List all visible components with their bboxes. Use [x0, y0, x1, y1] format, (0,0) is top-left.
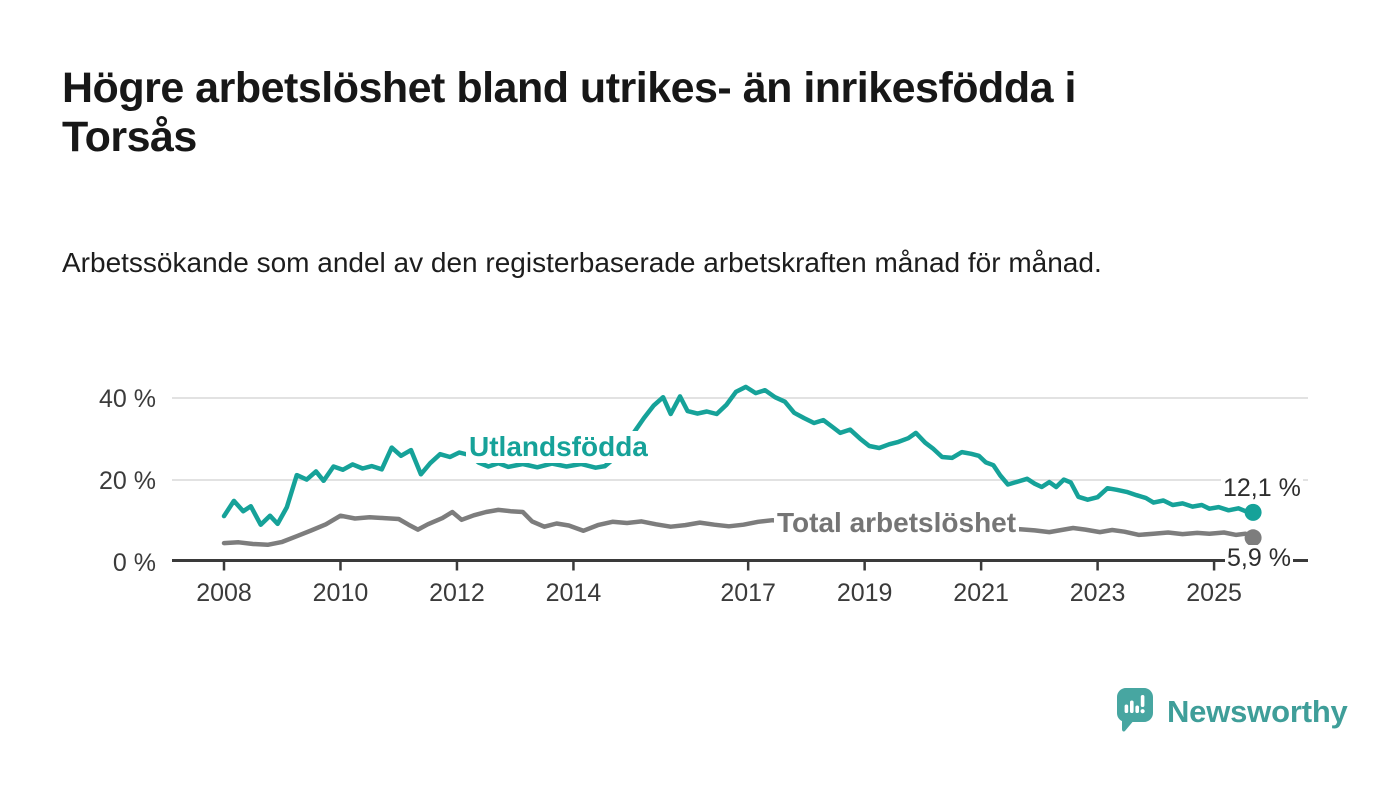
- page-title-line-2: Torsås: [62, 113, 197, 161]
- x-tick-label: 2017: [720, 579, 776, 607]
- series-line-total-arbetsloshet: [221, 507, 1256, 548]
- series-label-utlandsfodda: Utlandsfödda: [466, 431, 651, 463]
- page-title-line-1: Högre arbetslöshet bland utrikes- än inr…: [62, 64, 1076, 112]
- page-title: Högre arbetslöshet bland utrikes- än inr…: [62, 64, 1352, 162]
- end-value-label-utlandsfodda: 12,1 %: [1221, 474, 1303, 502]
- logo-bar-1: [1124, 704, 1129, 713]
- x-tick-label: 2023: [1070, 579, 1126, 607]
- x-tick-label: 2008: [196, 579, 252, 607]
- logo-exclamation-dot: [1140, 709, 1145, 714]
- x-tick-label: 2025: [1186, 579, 1242, 607]
- newsworthy-logo-text: Newsworthy: [1167, 693, 1348, 729]
- y-tick-label: 0 %: [113, 549, 156, 577]
- x-tick-label: 2012: [429, 579, 485, 607]
- series-label-total-arbetsloshet: Total arbetslöshet: [774, 507, 1020, 539]
- logo-bar-2: [1130, 700, 1134, 713]
- series-end-dot-utlandsfodda: [1244, 503, 1262, 521]
- x-tick-label: 2010: [313, 579, 369, 607]
- series-line-utlandsfodda: [221, 384, 1256, 527]
- newsworthy-logo-icon: [1117, 688, 1153, 732]
- x-tick-label: 2019: [837, 579, 893, 607]
- newsworthy-logo: Newsworthy: [1116, 687, 1348, 736]
- end-value-label-total: 5,9 %: [1225, 544, 1293, 572]
- logo-exclamation-stem: [1140, 695, 1145, 707]
- y-tick-label: 40 %: [99, 385, 156, 413]
- series-end-dot-total-arbetsloshet: [1244, 529, 1262, 547]
- chart-subtitle: Arbetssökande som andel av den registerb…: [62, 247, 1102, 278]
- logo-bubble-shape: [1117, 688, 1153, 732]
- logo-bar-3: [1135, 705, 1139, 713]
- y-tick-label: 20 %: [99, 467, 156, 495]
- x-tick-label: 2014: [546, 579, 602, 607]
- x-tick-label: 2021: [953, 579, 1009, 607]
